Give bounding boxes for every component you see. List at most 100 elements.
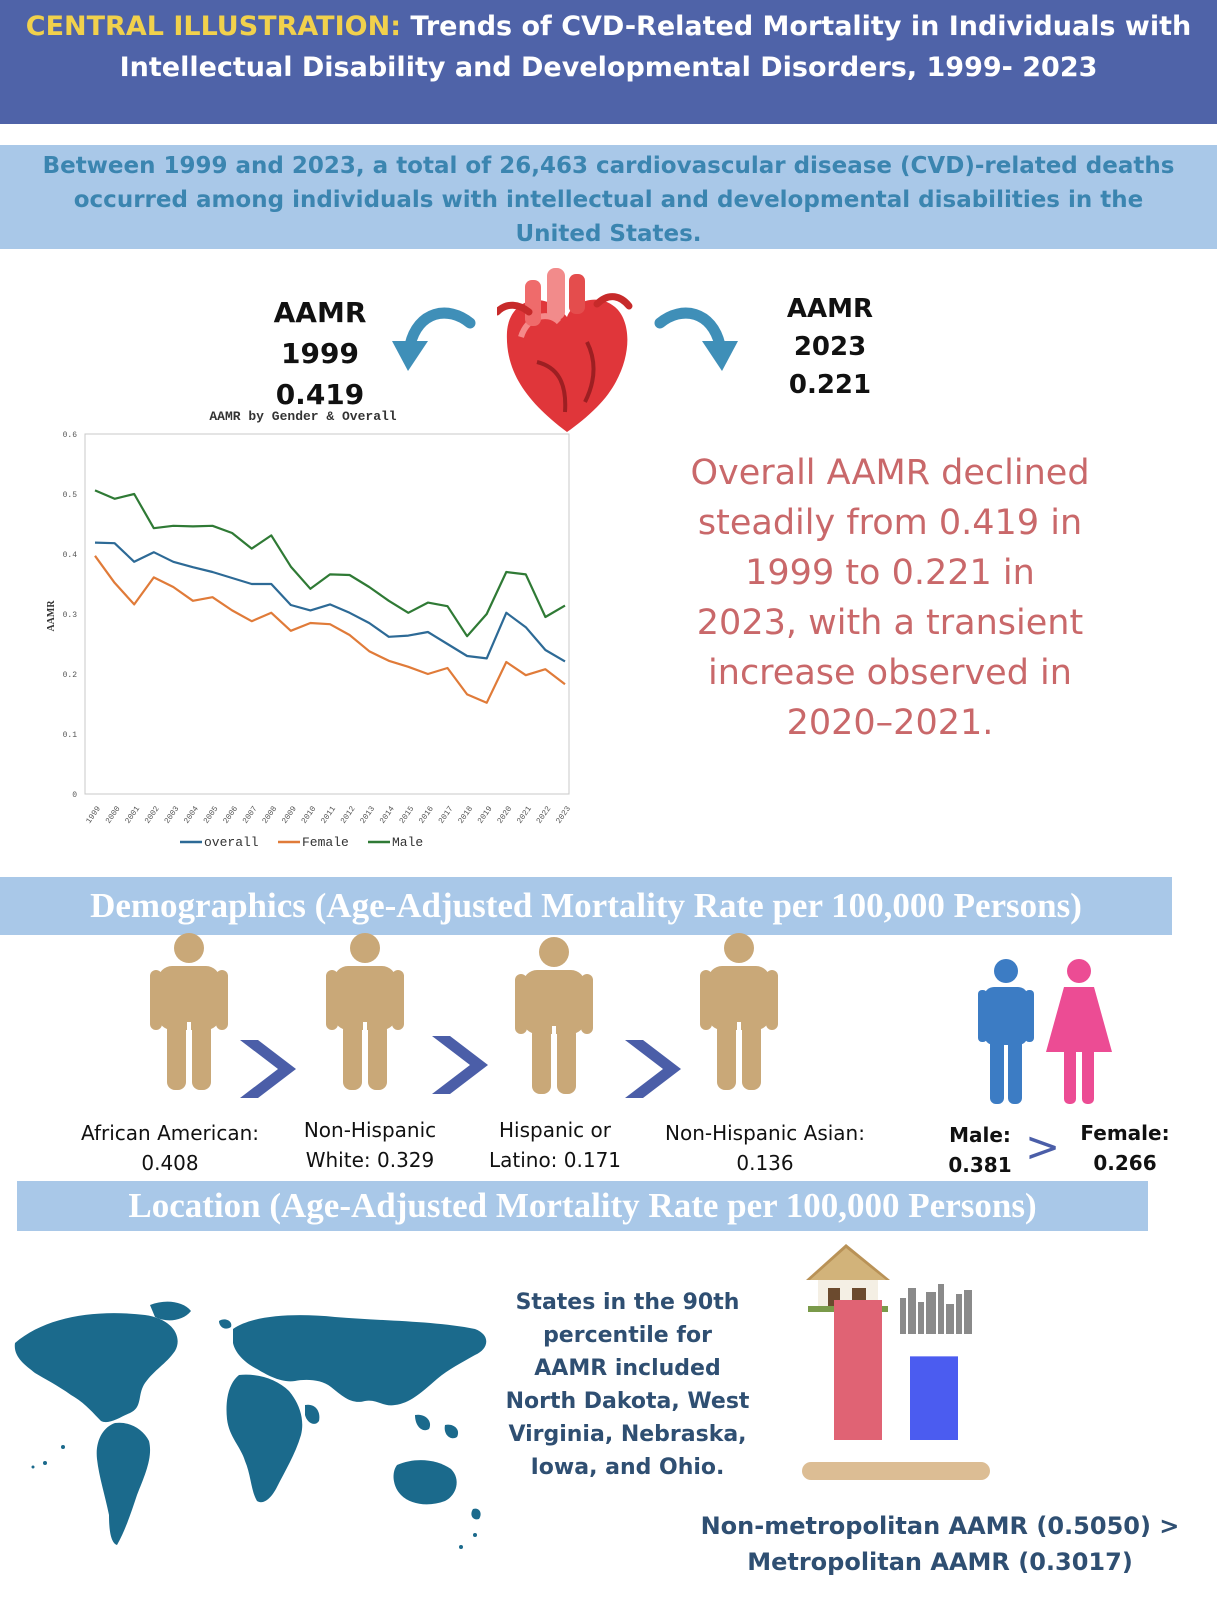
x-tick-label: 2004 (182, 805, 201, 826)
y-tick-label: 0.4 (63, 551, 78, 560)
intro-text: Between 1999 and 2023, a total of 26,463… (42, 153, 1175, 247)
aamr-2023-value: 0.221 (788, 370, 872, 400)
male-icon (978, 959, 1034, 1104)
world-map-icon (14, 1301, 487, 1549)
states-text: States in the 90th percentile for AAMR i… (505, 1290, 750, 1480)
x-tick-label: 2012 (339, 805, 358, 826)
label-line: Non-Hispanic (303, 1118, 437, 1142)
header-title-part-2: Intellectual Disability and Developmenta… (119, 52, 1098, 83)
x-tick-label: 2022 (535, 805, 554, 826)
person-non-hispanic-white-icon (326, 933, 404, 1090)
sex-compare-symbol: > (1025, 1122, 1061, 1171)
female-stat: Female: 0.266 (1070, 1118, 1180, 1178)
aamr-2023-block: AAMR 2023 0.221 (760, 290, 900, 404)
chevron-right-icon (432, 1036, 488, 1094)
series-line-overall (94, 541, 566, 663)
person-non-hispanic-asian-icon (700, 933, 778, 1090)
label-line: Non-Hispanic Asian: (665, 1121, 865, 1145)
label-non-hispanic-white: Non-Hispanic White: 0.329 (270, 1115, 470, 1175)
curved-arrow-right-icon (654, 307, 738, 371)
header-title-line-1: CENTRAL ILLUSTRATION: Trends of CVD-Rela… (0, 6, 1217, 47)
bar-non-metropolitan (834, 1300, 882, 1440)
demographics-title: Demographics (Age-Adjusted Mortality Rat… (0, 877, 1172, 935)
header-banner: CENTRAL ILLUSTRATION: Trends of CVD-Rela… (0, 0, 1217, 124)
legend-label-male: Male (392, 835, 423, 850)
x-tick-label: 2002 (143, 805, 162, 826)
x-tick-label: 2006 (222, 805, 241, 826)
male-value: 0.381 (948, 1153, 1012, 1177)
x-tick-label: 2009 (280, 805, 299, 826)
aamr-2023-label: AAMR (786, 294, 874, 324)
chart-plot-frame (84, 433, 570, 795)
chart-y-axis-label: AAMR (46, 600, 57, 632)
x-tick-label: 2017 (437, 805, 456, 826)
metro-line-1: Non-metropolitan AAMR (0.5050) > (700, 1512, 1180, 1540)
x-tick-label: 2018 (457, 805, 476, 826)
female-value: 0.266 (1093, 1151, 1157, 1175)
legend-label-overall: overall (204, 835, 259, 850)
x-tick-label: 2016 (417, 805, 436, 826)
aamr-2023-year: 2023 (793, 332, 867, 362)
legend-label-female: Female (302, 835, 349, 850)
label-line: Hispanic or (498, 1118, 611, 1142)
aamr-1999-year: 1999 (281, 337, 359, 370)
x-tick-label: 2013 (359, 805, 378, 826)
x-tick-label: 2019 (476, 805, 495, 826)
y-tick-label: 0.1 (63, 731, 78, 740)
header-title-part-1: Trends of CVD-Related Mortality in Indiv… (410, 11, 1192, 42)
label-hispanic-latino: Hispanic or Latino: 0.171 (455, 1115, 655, 1175)
chart-title: AAMR by Gender & Overall (209, 409, 396, 424)
chevron-right-icon (240, 1040, 296, 1098)
x-tick-label: 2007 (241, 805, 260, 826)
chevron-right-icon (625, 1040, 681, 1098)
x-tick-label: 2023 (555, 805, 574, 826)
x-tick-label: 2003 (163, 805, 182, 826)
x-tick-label: 2014 (378, 805, 397, 826)
aamr-1999-block: AAMR 1999 0.419 (250, 292, 390, 415)
person-african-american-icon (150, 933, 228, 1090)
label-african-american: African American: 0.408 (60, 1118, 280, 1178)
aamr-1999-label: AAMR (273, 296, 367, 329)
x-tick-label: 2011 (320, 805, 339, 826)
female-label: Female: (1080, 1121, 1170, 1145)
series-line-male (94, 489, 566, 638)
label-value: White: 0.329 (305, 1148, 435, 1172)
aamr-1999-value: 0.419 (275, 378, 365, 411)
label-value: 0.136 (736, 1151, 794, 1175)
series-line-female (94, 555, 566, 704)
location-title: Location (Age-Adjusted Mortality Rate pe… (17, 1181, 1148, 1231)
header-label: CENTRAL ILLUSTRATION: (25, 11, 401, 42)
male-label: Male: (949, 1123, 1011, 1147)
label-value: 0.408 (141, 1151, 199, 1175)
x-tick-label: 2020 (496, 805, 515, 826)
x-tick-label: 2015 (398, 805, 417, 826)
bar-metropolitan (910, 1356, 958, 1440)
metro-line-2: Metropolitan AAMR (0.3017) (747, 1548, 1133, 1576)
female-icon (1046, 959, 1112, 1104)
y-tick-label: 0.3 (63, 611, 78, 620)
y-tick-label: 0.6 (63, 431, 78, 440)
aamr-line-chart-svg: AAMR by Gender & Overall AAMR 0 0.1 0.2 0.3… (46, 409, 574, 850)
y-tick-label: 0.2 (63, 671, 78, 680)
aamr-line-chart: AAMR by Gender & Overall AAMR 0 0.1 0.2 0.3… (28, 408, 593, 870)
x-tick-label: 1999 (85, 805, 104, 826)
summary-text: Overall AAMR declined steadily from 0.41… (690, 453, 1090, 743)
bar-base (802, 1462, 990, 1480)
label-value: Latino: 0.171 (488, 1148, 622, 1172)
x-tick-label: 2008 (261, 805, 280, 826)
metro-comparison-text: Non-metropolitan AAMR (0.5050) > Metropo… (690, 1508, 1190, 1580)
curved-arrow-left-icon (392, 307, 476, 371)
intro-banner: Between 1999 and 2023, a total of 26,463… (0, 145, 1217, 249)
x-tick-label: 2001 (124, 805, 143, 826)
city-skyline-icon (900, 1284, 972, 1334)
y-tick-label: 0.5 (63, 491, 78, 500)
label-non-hispanic-asian: Non-Hispanic Asian: 0.136 (640, 1118, 890, 1178)
person-hispanic-latino-icon (515, 937, 593, 1094)
male-stat: Male: 0.381 (935, 1120, 1025, 1180)
x-tick-label: 2021 (515, 805, 534, 826)
y-tick-label: 0 (72, 791, 77, 800)
metro-bar-graphic (802, 1244, 990, 1480)
x-tick-label: 2005 (202, 805, 221, 826)
label-line: African American: (81, 1121, 259, 1145)
